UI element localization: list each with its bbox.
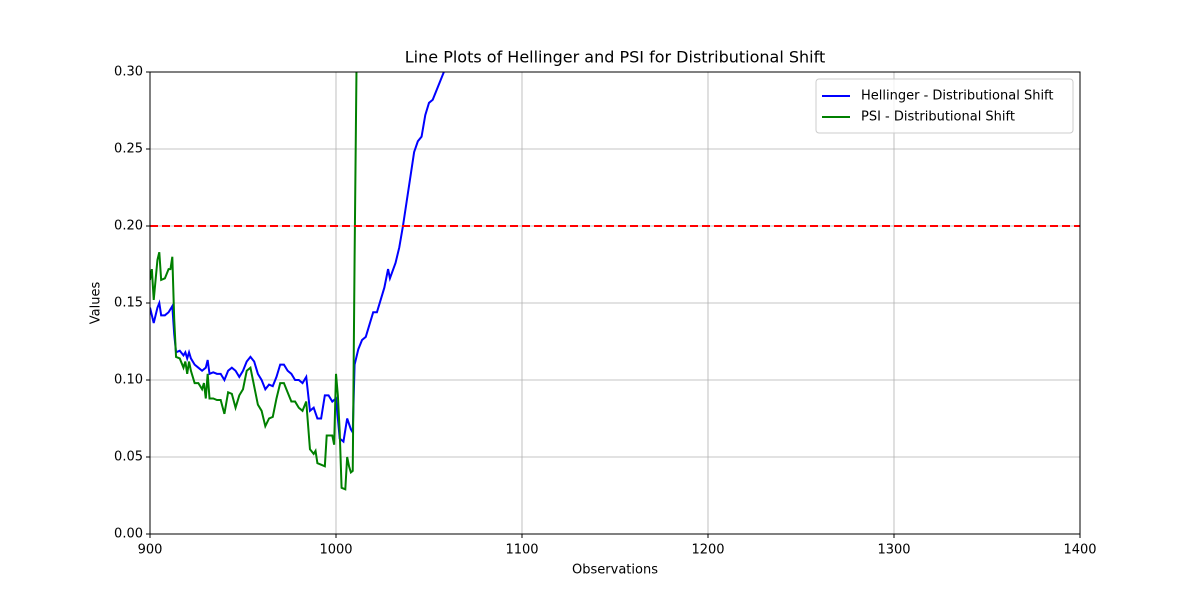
legend-label: Hellinger - Distributional Shift (861, 89, 1054, 104)
legend-box (815, 78, 1074, 134)
series-line (150, 72, 358, 491)
plot-frame (149, 71, 1081, 535)
x-tick-label: 1300 (877, 543, 910, 558)
y-tick-label: 0.10 (114, 373, 143, 388)
x-tick-label: 1000 (319, 543, 352, 558)
y-tick-label: 0.30 (114, 65, 143, 80)
plot-lines (150, 72, 1080, 491)
y-tick-label: 0.15 (114, 296, 143, 311)
x-tick-label: 1200 (691, 543, 724, 558)
x-axis-label: Observations (572, 563, 658, 578)
x-tick-label: 1100 (505, 543, 538, 558)
y-axis-label: Values (89, 282, 104, 325)
series-line (150, 72, 445, 444)
legend-label: PSI - Distributional Shift (861, 110, 1015, 125)
chart-title: Line Plots of Hellinger and PSI for Dist… (405, 48, 825, 67)
x-tick-label: 1400 (1063, 543, 1096, 558)
grid: 900 1000 1100 1200 1300 1400 0.00 0.05 0.10 0.15 0… (114, 65, 1097, 558)
x-tick-label: 900 (138, 543, 163, 558)
y-tick-label: 0.20 (114, 219, 143, 234)
y-tick-label: 0.25 (114, 142, 143, 157)
y-tick-label: 0.00 (114, 527, 143, 542)
y-tick-label: 0.05 (114, 450, 143, 465)
legend: Hellinger - Distributional Shift PSI - Di… (815, 78, 1074, 134)
